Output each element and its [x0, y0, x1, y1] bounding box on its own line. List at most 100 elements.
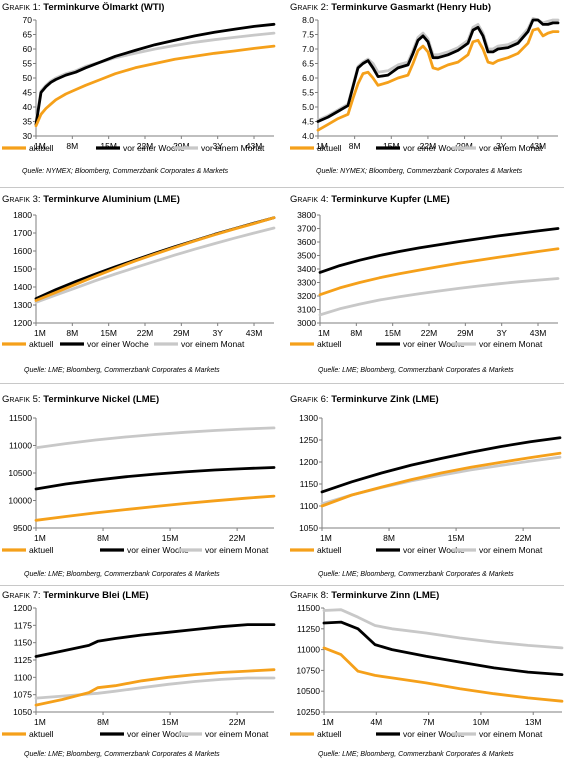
y-tick-label: 10250 [296, 707, 320, 717]
y-tick-label: 1150 [300, 479, 319, 489]
y-tick-label: 8.0 [302, 15, 314, 25]
chart-panel-3: Grafik 3: Terminkurve Aluminium (LME) 12… [2, 194, 280, 380]
series-line-week [34, 466, 276, 491]
x-tick-label: 8M [349, 141, 361, 151]
legend-label-week: vor einer Woche [403, 143, 465, 153]
legend-label-aktuell: aktuell [29, 545, 54, 555]
x-tick-label: 1M [34, 328, 46, 338]
series-line-week [34, 623, 276, 658]
chart-title: Grafik 6: Terminkurve Zink (LME) [290, 394, 439, 405]
chart-source: Quelle: NYMEX; Bloomberg, Commerzbank Co… [22, 168, 229, 175]
plot-frame [323, 608, 562, 713]
x-tick-label: 43M [530, 141, 547, 151]
y-tick-label: 1175 [14, 620, 33, 630]
series-line-aktuell [318, 247, 560, 297]
y-tick-label: 30 [23, 131, 33, 141]
x-tick-label: 1M [320, 533, 332, 543]
y-tick-label: 5.5 [302, 88, 314, 98]
chart-title: Grafik 1: Terminkurve Ölmarkt (WTI) [2, 2, 165, 13]
x-tick-label: 8M [97, 533, 109, 543]
legend-label-month: vor einem Monat [201, 143, 265, 153]
series-line-aktuell [322, 646, 564, 703]
legend-label-week: vor einer Woche [403, 729, 465, 739]
x-tick-label: 15M [100, 141, 117, 151]
series-line-month [322, 608, 564, 650]
y-tick-label: 1400 [13, 282, 32, 292]
x-tick-label: 3Y [496, 328, 507, 338]
chart-area: 4.0 4.5 5.0 5.5 6.0 6.5 7.0 7.5 8.0 1M 8M 15M 22M 29M… [290, 15, 560, 153]
series-line-week [34, 22, 276, 126]
y-tick-label: 45 [23, 88, 33, 98]
y-tick-label: 3000 [297, 318, 316, 328]
legend-label-aktuell: aktuell [317, 729, 342, 739]
x-tick-label: 22M [421, 328, 438, 338]
y-tick-label: 70 [23, 15, 33, 25]
series-line-month [34, 426, 276, 450]
chart-panel-6: Grafik 6: Terminkurve Zink (LME) 1050 110… [290, 394, 562, 582]
y-tick-label: 3200 [297, 291, 316, 301]
y-tick-label: 4.0 [302, 131, 314, 141]
y-tick-label: 1100 [14, 672, 33, 682]
chart-panel-4: Grafik 4: Terminkurve Kupfer (LME) 3000 3… [290, 194, 562, 380]
chart-source: Quelle: NYMEX; Bloomberg, Commerzbank Co… [316, 168, 523, 175]
x-tick-label: 15M [162, 717, 179, 727]
series-line-aktuell [34, 216, 276, 302]
chart-title: Grafik 7: Terminkurve Blei (LME) [2, 590, 149, 601]
x-tick-label: 15M [162, 533, 179, 543]
legend-label-month: vor einem Monat [479, 729, 543, 739]
chart-area: 1200 1300 1400 1500 1600 1700 1800 1M 8M 15M 22M 29… [2, 210, 276, 349]
x-tick-label: 1M [34, 717, 46, 727]
y-tick-label: 1700 [13, 228, 32, 238]
x-tick-label: 7M [423, 717, 435, 727]
y-tick-label: 1500 [13, 264, 32, 274]
y-tick-label: 6.0 [302, 73, 314, 83]
series-line-aktuell [316, 27, 560, 132]
y-tick-label: 5.0 [302, 102, 314, 112]
chart-title: Grafik 4: Terminkurve Kupfer (LME) [290, 194, 450, 205]
legend-label-aktuell: aktuell [317, 143, 342, 153]
chart-area: 1050 1100 1150 1200 1250 1300 1M 8M 15M 22M aktuel… [290, 413, 562, 555]
legend-label-aktuell: aktuell [29, 143, 54, 153]
y-tick-label: 11000 [9, 441, 32, 451]
chart-title: Grafik 8: Terminkurve Zinn (LME) [290, 590, 440, 601]
series-line-aktuell [34, 668, 276, 707]
series-line-month [34, 226, 276, 304]
x-tick-label: 15M [384, 328, 401, 338]
y-tick-label: 11000 [297, 645, 320, 655]
x-tick-label: 8M [97, 717, 109, 727]
x-tick-label: 22M [420, 141, 437, 151]
x-tick-label: 29M [457, 328, 474, 338]
y-tick-label: 55 [23, 59, 33, 69]
x-tick-label: 22M [515, 533, 532, 543]
legend-label-aktuell: aktuell [29, 339, 54, 349]
series-line-week [320, 436, 562, 494]
x-tick-label: 10M [473, 717, 490, 727]
series-line-aktuell [34, 44, 276, 128]
chart-title: Grafik 2: Terminkurve Gasmarkt (Henry Hu… [290, 2, 492, 13]
x-tick-label: 3Y [496, 141, 507, 151]
x-tick-label: 29M [173, 328, 190, 338]
y-tick-label: 10750 [296, 665, 320, 675]
chart-panel-8: Grafik 8: Terminkurve Zinn (LME) 10250 10… [290, 590, 564, 760]
x-tick-label: 1M [318, 328, 330, 338]
y-tick-label: 9500 [13, 523, 32, 533]
y-tick-label: 1200 [13, 603, 32, 613]
y-tick-label: 1250 [299, 435, 318, 445]
x-tick-label: 43M [246, 328, 263, 338]
legend-label-week: vor einer Woche [123, 143, 185, 153]
separator [0, 383, 564, 384]
chart-panel-7: Grafik 7: Terminkurve Blei (LME) 1050 107… [2, 590, 280, 760]
x-tick-label: 8M [66, 141, 78, 151]
y-tick-label: 3100 [297, 305, 316, 315]
x-tick-label: 22M [229, 717, 246, 727]
series-line-aktuell [34, 494, 276, 522]
series-line-week [316, 18, 560, 123]
y-tick-label: 3600 [297, 237, 316, 247]
y-tick-label: 1300 [13, 300, 32, 310]
y-tick-label: 3800 [297, 210, 316, 220]
y-tick-label: 11250 [297, 624, 320, 634]
y-tick-label: 11500 [297, 603, 320, 613]
chart-panel-2: Grafik 2: Terminkurve Gasmarkt (Henry Hu… [290, 2, 562, 184]
y-tick-label: 1300 [299, 413, 318, 423]
x-tick-label: 1M [34, 533, 46, 543]
